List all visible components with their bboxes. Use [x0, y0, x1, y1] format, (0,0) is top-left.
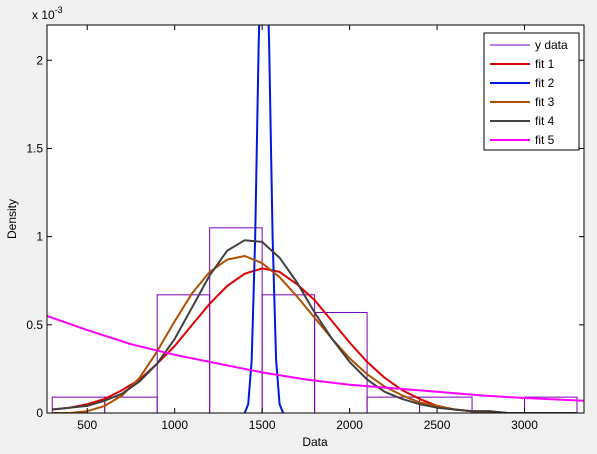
x-tick-label: 2500	[424, 418, 451, 432]
y-axis-label: Density	[5, 199, 19, 239]
x-tick-label: 1500	[249, 418, 276, 432]
fit-lines-layer	[47, 25, 584, 413]
x-tick-label: 2000	[336, 418, 363, 432]
legend-label: fit 3	[535, 95, 555, 109]
x-tick-label: 1000	[161, 418, 188, 432]
y-tick-label: 0	[36, 406, 43, 420]
legend-label: fit 5	[535, 133, 555, 147]
series-line-fit-5	[47, 315, 584, 402]
y-exponent-base: x 10	[32, 8, 55, 22]
axes-box	[46, 24, 585, 414]
legend-label: fit 1	[535, 57, 555, 71]
axis-ticks-layer: 500 1000 1500 2000 2500 3000 0 0.5 1 1.5 2	[26, 25, 584, 432]
y-tick-label: 2	[36, 53, 43, 67]
legend-label: fit 4	[535, 114, 555, 128]
legend-box	[483, 32, 580, 151]
x-axis-label: Data	[302, 435, 328, 449]
x-tick-label: 500	[77, 418, 97, 432]
y-tick-label: 1	[36, 230, 43, 244]
legend-label: y data	[535, 38, 568, 52]
y-exponent-power: -3	[55, 5, 63, 15]
y-exponent-label: x 10-3	[32, 5, 63, 22]
y-tick-label: 0.5	[26, 318, 43, 332]
legend-label: fit 2	[535, 76, 555, 90]
series-line-fit-2	[243, 25, 285, 413]
x-tick-label: 3000	[511, 418, 538, 432]
series-line-fit-4	[52, 239, 577, 413]
legend: y data fit 1 fit 2 fit 3 fit 4 fit 5	[483, 32, 580, 151]
y-tick-label: 1.5	[26, 141, 43, 155]
